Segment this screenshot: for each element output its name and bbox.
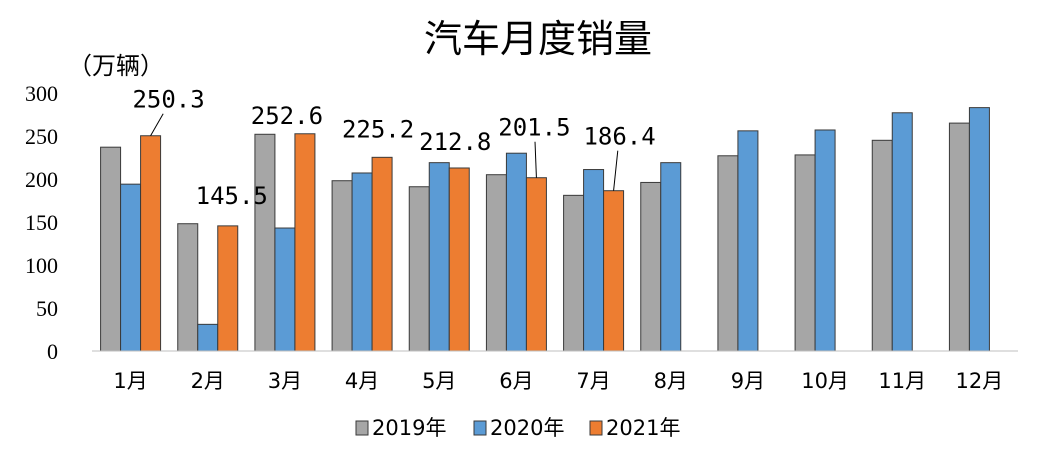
bar-2020年-8月: [660, 162, 682, 352]
data-label: 212.8: [419, 128, 491, 156]
bar-2020年-1月: [120, 183, 142, 352]
data-label: 250.3: [132, 86, 204, 114]
bar-2020年-2月: [197, 323, 219, 352]
x-tick-label: 5月: [422, 369, 456, 393]
x-tick-label: 3月: [268, 369, 302, 393]
legend-label: 2021年: [606, 416, 680, 440]
leader-line: [534, 141, 537, 178]
y-tick-label: 150: [25, 210, 58, 235]
bar-2019年-11月: [871, 139, 893, 352]
y-tick-label: 50: [36, 296, 58, 321]
leader-lines: [150, 113, 619, 191]
x-tick-label: 9月: [731, 369, 765, 393]
bar-2019年-9月: [717, 155, 739, 352]
x-tick-label: 10月: [801, 369, 849, 393]
chart-title: 汽车月度销量: [424, 17, 652, 61]
legend-swatch: [355, 420, 369, 436]
x-tick-label: 11月: [878, 369, 926, 393]
x-tick-label: 4月: [345, 369, 379, 393]
bar-2019年-3月: [254, 133, 276, 352]
x-tick-label: 8月: [654, 369, 688, 393]
y-tick-label: 250: [25, 124, 58, 149]
bar-2019年-4月: [331, 180, 353, 352]
y-axis: 0 50 100 150 200 250 300: [25, 81, 58, 364]
bar-2021年-7月: [603, 190, 625, 352]
bar-2021年-1月: [140, 135, 162, 352]
data-label: 225.2: [342, 115, 414, 143]
bar-2021年-2月: [217, 225, 239, 352]
y-tick-label: 300: [25, 81, 58, 106]
legend: 2019年 2020年 2021年: [355, 416, 680, 440]
bar-2019年-6月: [485, 174, 507, 352]
x-tick-label: 12月: [956, 369, 1004, 393]
bar-2019年-5月: [408, 186, 430, 352]
legend-swatch: [589, 420, 603, 436]
x-tick-label: 6月: [499, 369, 533, 393]
bar-2020年-4月: [351, 172, 373, 352]
leader-line: [613, 150, 619, 191]
bar-2020年-9月: [737, 130, 759, 352]
bar-2020年-7月: [583, 169, 605, 352]
unit-label: （万辆）: [68, 52, 164, 80]
data-label: 145.5: [196, 182, 268, 210]
data-label: 252.6: [251, 102, 323, 130]
bars: [100, 107, 990, 352]
data-label: 186.4: [583, 123, 655, 151]
data-label: 201.5: [498, 114, 570, 142]
bar-2021年-3月: [294, 133, 316, 352]
leader-line: [150, 113, 164, 136]
bar-2019年-2月: [177, 223, 199, 352]
y-tick-label: 100: [25, 253, 58, 278]
y-tick-label: 200: [25, 167, 58, 192]
legend-label: 2020年: [490, 416, 564, 440]
bar-2021年-4月: [371, 156, 393, 352]
bar-2020年-10月: [814, 129, 836, 352]
x-tick-label: 2月: [191, 369, 225, 393]
bar-2020年-3月: [274, 227, 296, 352]
legend-label: 2019年: [372, 416, 446, 440]
x-tick-label: 1月: [113, 369, 147, 393]
bar-2021年-6月: [525, 177, 547, 352]
bar-2019年-12月: [948, 122, 970, 352]
bar-2019年-1月: [100, 146, 122, 352]
legend-swatch: [473, 420, 487, 436]
bar-2021年-5月: [448, 167, 470, 352]
x-tick-label: 7月: [576, 369, 610, 393]
bar-2019年-10月: [794, 154, 816, 352]
bar-2020年-12月: [968, 107, 990, 352]
bar-2020年-6月: [505, 152, 527, 352]
bar-2019年-8月: [640, 181, 662, 352]
bar-2020年-11月: [891, 112, 913, 352]
y-tick-label: 0: [47, 339, 58, 364]
bar-2020年-5月: [428, 162, 450, 352]
bar-2019年-7月: [563, 194, 585, 352]
x-axis: 1月 2月 3月 4月 5月 6月 7月 8月 9月 10月 11月 12月: [113, 369, 1003, 393]
